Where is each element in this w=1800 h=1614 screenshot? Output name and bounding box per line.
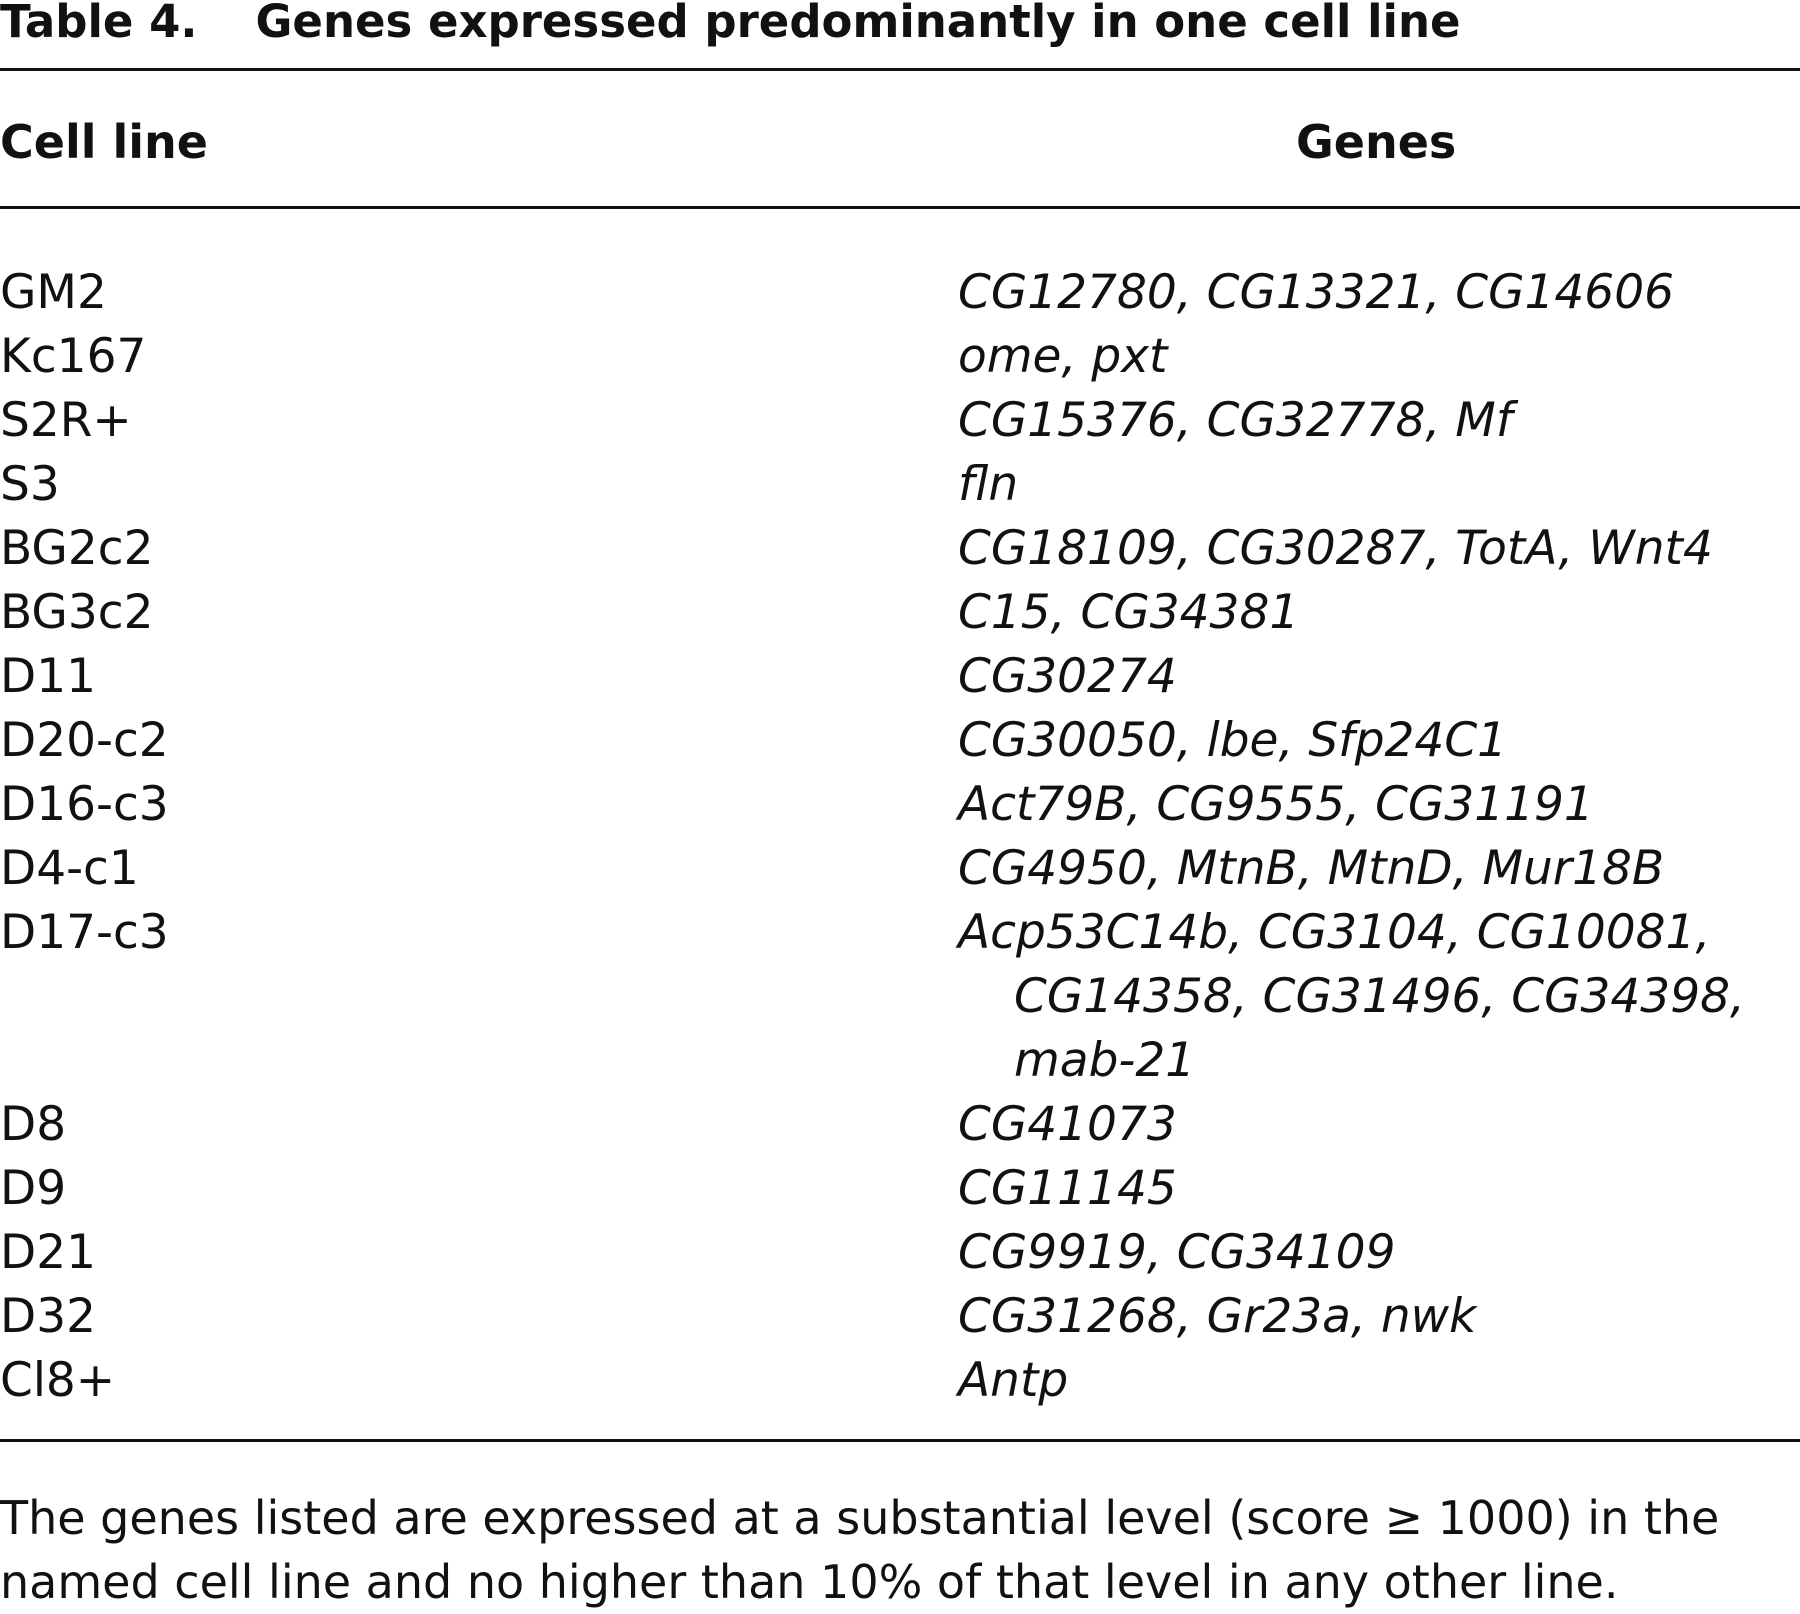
- cell-line-name: D21: [0, 1225, 96, 1280]
- gene-list-line: fln: [958, 457, 1019, 512]
- gene-list-line: mab-21: [1014, 1033, 1196, 1088]
- gene-list-line: CG14358, CG31496, CG34398,: [1014, 969, 1745, 1024]
- table-title-text: Genes expressed predominantly in one cel…: [255, 0, 1461, 48]
- footnote-line: named cell line and no higher than 10% o…: [0, 1555, 1619, 1609]
- cell-line-name: D9: [0, 1161, 67, 1216]
- gene-list: CG30274: [958, 645, 1800, 709]
- bottom-rule: [0, 1439, 1800, 1442]
- table-row: D20-c2 CG30050, lbe, Sfp24C1: [0, 709, 1800, 773]
- gene-list: Act79B, CG9555, CG31191: [958, 773, 1800, 837]
- table-row: S3 fln: [0, 453, 1800, 517]
- table-row: D32 CG31268, Gr23a, nwk: [0, 1285, 1800, 1349]
- gene-list: Antp: [958, 1349, 1800, 1413]
- gene-list: fln: [958, 453, 1800, 517]
- gene-list-line: Antp: [958, 1353, 1069, 1408]
- header-rule: [0, 206, 1800, 209]
- cell-line-name: BG3c2: [0, 585, 154, 640]
- gene-list-line: CG31268, Gr23a, nwk: [958, 1289, 1477, 1344]
- table-row: D17-c3 Acp53C14b, CG3104, CG10081, CG14358…: [0, 901, 1800, 1093]
- cell-line-name: D32: [0, 1289, 96, 1344]
- cell-line-name: BG2c2: [0, 521, 154, 576]
- cell-line-name: D4-c1: [0, 841, 139, 896]
- footnote-line: The genes listed are expressed at a subs…: [0, 1491, 1720, 1545]
- gene-list-line: CG15376, CG32778, Mf: [958, 393, 1513, 448]
- cell-line-name: S2R+: [0, 393, 132, 448]
- cell-line-name: D17-c3: [0, 905, 169, 960]
- gene-list: C15, CG34381: [958, 581, 1800, 645]
- cell-line-name: D11: [0, 649, 96, 704]
- gene-list-line: CG9919, CG34109: [958, 1225, 1396, 1280]
- gene-list-line: CG30274: [958, 649, 1177, 704]
- gene-list: CG41073: [958, 1093, 1800, 1157]
- table-row: GM2 CG12780, CG13321, CG14606: [0, 261, 1800, 325]
- column-header-genes: Genes: [1296, 115, 1457, 169]
- cell-line-name: D16-c3: [0, 777, 169, 832]
- gene-list-line: Acp53C14b, CG3104, CG10081,: [958, 905, 1711, 960]
- gene-list-line: CG18109, CG30287, TotA, Wnt4: [958, 521, 1713, 576]
- table-row: BG2c2 CG18109, CG30287, TotA, Wnt4: [0, 517, 1800, 581]
- gene-list-line: ome, pxt: [958, 329, 1168, 384]
- gene-list-line: CG11145: [958, 1161, 1177, 1216]
- gene-list: Acp53C14b, CG3104, CG10081, CG14358, CG31…: [958, 901, 1800, 1093]
- cell-line-name: Kc167: [0, 329, 147, 384]
- table-footnote: The genes listed are expressed at a subs…: [0, 1486, 1800, 1614]
- table-row: Cl8+ Antp: [0, 1349, 1800, 1413]
- table-title: Table 4. Genes expressed predominantly in…: [0, 0, 1461, 50]
- table-row: Kc167 ome, pxt: [0, 325, 1800, 389]
- column-header-cell-line: Cell line: [0, 115, 208, 169]
- cell-line-name: S3: [0, 457, 60, 512]
- table-row: D21 CG9919, CG34109: [0, 1221, 1800, 1285]
- gene-list: CG11145: [958, 1157, 1800, 1221]
- top-rule: [0, 68, 1800, 71]
- table-row: BG3c2 C15, CG34381: [0, 581, 1800, 645]
- table-row: D16-c3 Act79B, CG9555, CG31191: [0, 773, 1800, 837]
- gene-list: CG12780, CG13321, CG14606: [958, 261, 1800, 325]
- gene-list: CG9919, CG34109: [958, 1221, 1800, 1285]
- table-label: Table 4.: [0, 0, 198, 48]
- gene-list-line: Act79B, CG9555, CG31191: [958, 777, 1594, 832]
- table-row: D11 CG30274: [0, 645, 1800, 709]
- gene-list: ome, pxt: [958, 325, 1800, 389]
- table-row: D4-c1 CG4950, MtnB, MtnD, Mur18B: [0, 837, 1800, 901]
- cell-line-name: Cl8+: [0, 1353, 116, 1408]
- cell-line-name: D20-c2: [0, 713, 169, 768]
- gene-list-line: CG41073: [958, 1097, 1177, 1152]
- table-row: D8 CG41073: [0, 1093, 1800, 1157]
- gene-list-line: CG30050, lbe, Sfp24C1: [958, 713, 1508, 768]
- cell-line-name: D8: [0, 1097, 67, 1152]
- gene-list-line: CG4950, MtnB, MtnD, Mur18B: [958, 841, 1665, 896]
- table-row: D9 CG11145: [0, 1157, 1800, 1221]
- table-row: S2R+ CG15376, CG32778, Mf: [0, 389, 1800, 453]
- cell-line-name: GM2: [0, 265, 107, 320]
- gene-list-line: CG12780, CG13321, CG14606: [958, 265, 1675, 320]
- gene-list: CG4950, MtnB, MtnD, Mur18B: [958, 837, 1800, 901]
- gene-list: CG18109, CG30287, TotA, Wnt4: [958, 517, 1800, 581]
- gene-list: CG31268, Gr23a, nwk: [958, 1285, 1800, 1349]
- gene-list: CG15376, CG32778, Mf: [958, 389, 1800, 453]
- gene-list: CG30050, lbe, Sfp24C1: [958, 709, 1800, 773]
- gene-list-line: C15, CG34381: [958, 585, 1300, 640]
- table-body: GM2 CG12780, CG13321, CG14606 Kc167 ome, px…: [0, 261, 1800, 1413]
